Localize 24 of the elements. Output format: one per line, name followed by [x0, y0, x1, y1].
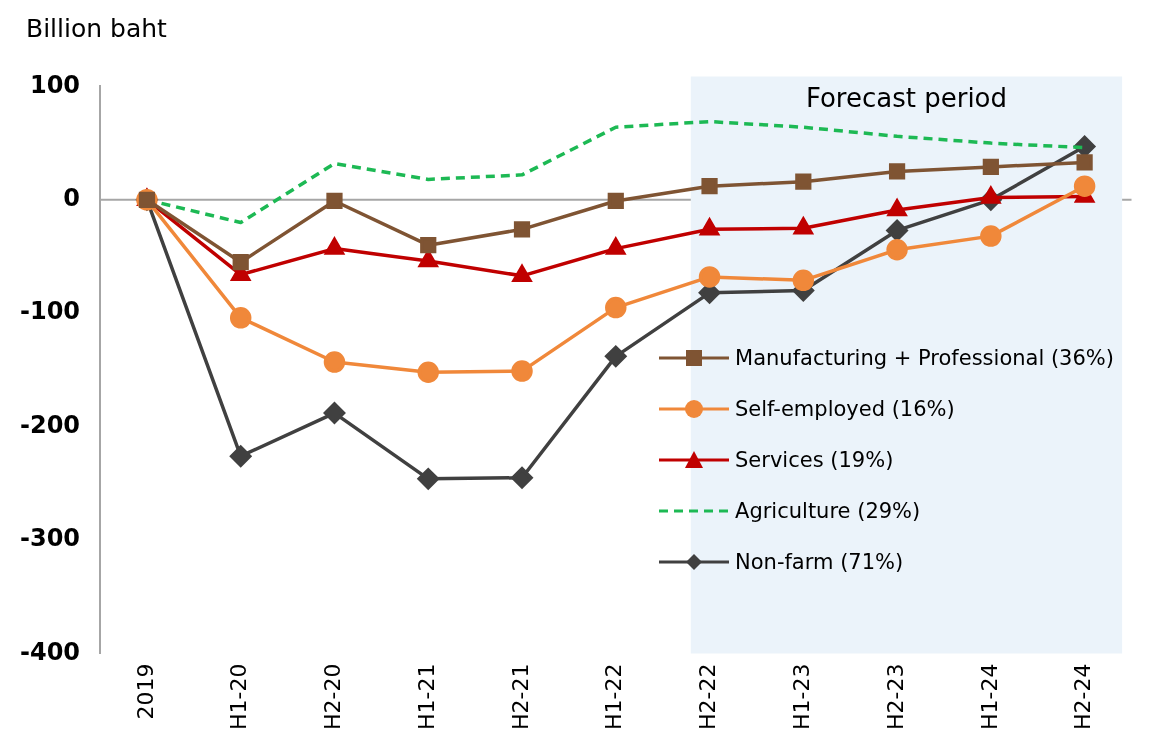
y-tick-label: 100 — [29, 70, 81, 99]
legend-label: Non-farm (71%) — [735, 549, 904, 574]
x-tick-label: H2-22 — [695, 663, 721, 731]
x-tick-label: H2-23 — [882, 663, 908, 731]
legend-label: Self-employed (16%) — [735, 396, 955, 421]
x-tick-label: H2-21 — [507, 663, 533, 731]
x-tick-label: H1-22 — [601, 663, 627, 731]
legend-label: Manufacturing + Professional (36%) — [735, 345, 1114, 370]
y-tick-label: -200 — [20, 410, 81, 439]
legend-label: Agriculture (29%) — [735, 498, 921, 523]
x-tick-label: H2-24 — [1070, 663, 1096, 731]
x-tick-label: 2019 — [132, 663, 158, 720]
band-label: Forecast period — [805, 83, 1008, 114]
x-tick-label: H1-23 — [789, 663, 815, 731]
y-tick-label: -100 — [20, 297, 81, 326]
x-tick-label: H1-21 — [413, 663, 439, 731]
y-tick-label: -300 — [20, 524, 81, 553]
y-tick-label: 0 — [63, 184, 81, 213]
x-tick-label: H2-20 — [320, 663, 346, 731]
y-tick-label: -400 — [20, 637, 81, 666]
x-tick-label: H1-24 — [976, 663, 1002, 731]
x-tick-label: H1-20 — [226, 663, 252, 731]
legend-label: Services (19%) — [735, 447, 894, 472]
y-axis-title: Billion baht — [26, 14, 167, 43]
